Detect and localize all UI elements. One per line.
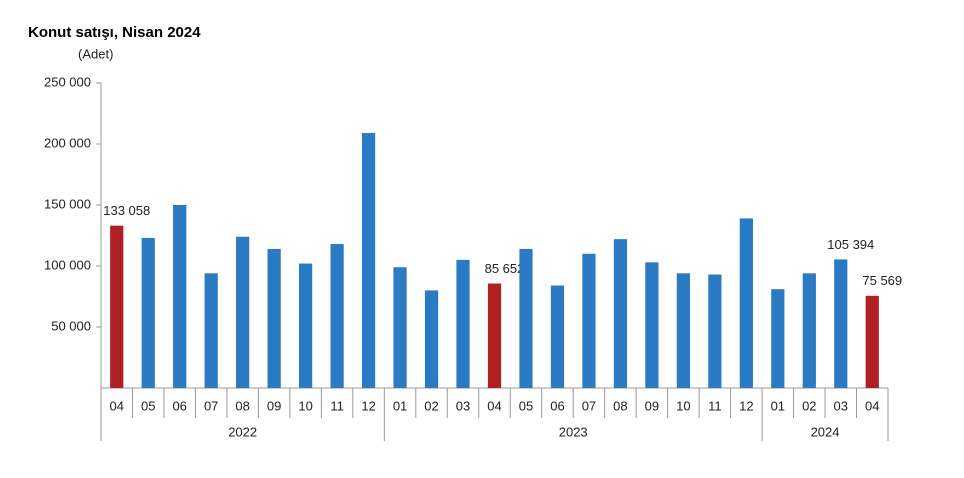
bar: [519, 248, 533, 388]
x-tick-label: 03: [834, 398, 848, 413]
bar: [393, 267, 407, 388]
x-tick-label: 11: [708, 398, 722, 413]
x-tick-label: 10: [298, 398, 312, 413]
x-tick-label: 03: [456, 398, 470, 413]
x-tick-label: 04: [487, 398, 501, 413]
x-tick-label: 07: [204, 398, 218, 413]
bar: [361, 133, 376, 388]
bar: [708, 274, 722, 388]
x-tick-label: 08: [613, 398, 627, 413]
y-tick-label: 250 000: [44, 74, 91, 89]
x-tick-label: 06: [172, 398, 186, 413]
x-tick-label: 01: [393, 398, 407, 413]
x-tick-label: 11: [330, 398, 344, 413]
bar: [582, 253, 596, 388]
bar: [456, 259, 470, 388]
x-tick-label: 04: [110, 398, 124, 413]
bar: [865, 295, 879, 388]
chart-title: Konut satışı, Nisan 2024: [28, 24, 201, 41]
value-label: 85 652: [485, 261, 525, 276]
year-label: 2022: [228, 424, 257, 439]
x-tick-label: 12: [739, 398, 753, 413]
bar: [771, 289, 785, 388]
value-label: 133 058: [103, 203, 150, 218]
bar: [676, 273, 690, 388]
x-tick-label: 05: [141, 398, 155, 413]
x-tick-label: 02: [802, 398, 816, 413]
x-tick-label: 09: [267, 398, 281, 413]
year-label: 2023: [559, 424, 588, 439]
bar: [204, 273, 218, 388]
bar: [267, 248, 281, 388]
bar: [645, 262, 659, 388]
y-tick-label: 200 000: [44, 135, 91, 150]
bar: [236, 236, 250, 388]
x-tick-label: 08: [235, 398, 249, 413]
x-tick-label: 02: [424, 398, 438, 413]
bar: [802, 273, 816, 388]
value-label: 75 569: [862, 273, 902, 288]
y-axis-label: (Adet): [78, 46, 113, 61]
bar: [424, 290, 439, 388]
x-tick-label: 09: [645, 398, 659, 413]
x-tick-label: 10: [676, 398, 690, 413]
bar: [110, 225, 124, 388]
bar: [173, 205, 187, 388]
x-tick-label: 07: [582, 398, 596, 413]
x-tick-label: 06: [550, 398, 564, 413]
x-tick-label: 05: [519, 398, 533, 413]
bar: [141, 237, 155, 388]
y-tick-label: 100 000: [44, 257, 91, 272]
y-tick-label: 150 000: [44, 196, 91, 211]
x-tick-label: 01: [771, 398, 785, 413]
bar: [550, 285, 565, 388]
bar: [299, 263, 313, 388]
bar: [330, 244, 344, 388]
year-label: 2024: [811, 424, 840, 439]
y-tick-label: 50 000: [51, 318, 91, 333]
bar: [739, 218, 753, 388]
bar: [613, 239, 628, 388]
bar: [834, 259, 848, 388]
x-tick-label: 12: [361, 398, 375, 413]
x-tick-label: 04: [865, 398, 879, 413]
bar: [487, 283, 502, 388]
value-label: 105 394: [827, 237, 874, 252]
